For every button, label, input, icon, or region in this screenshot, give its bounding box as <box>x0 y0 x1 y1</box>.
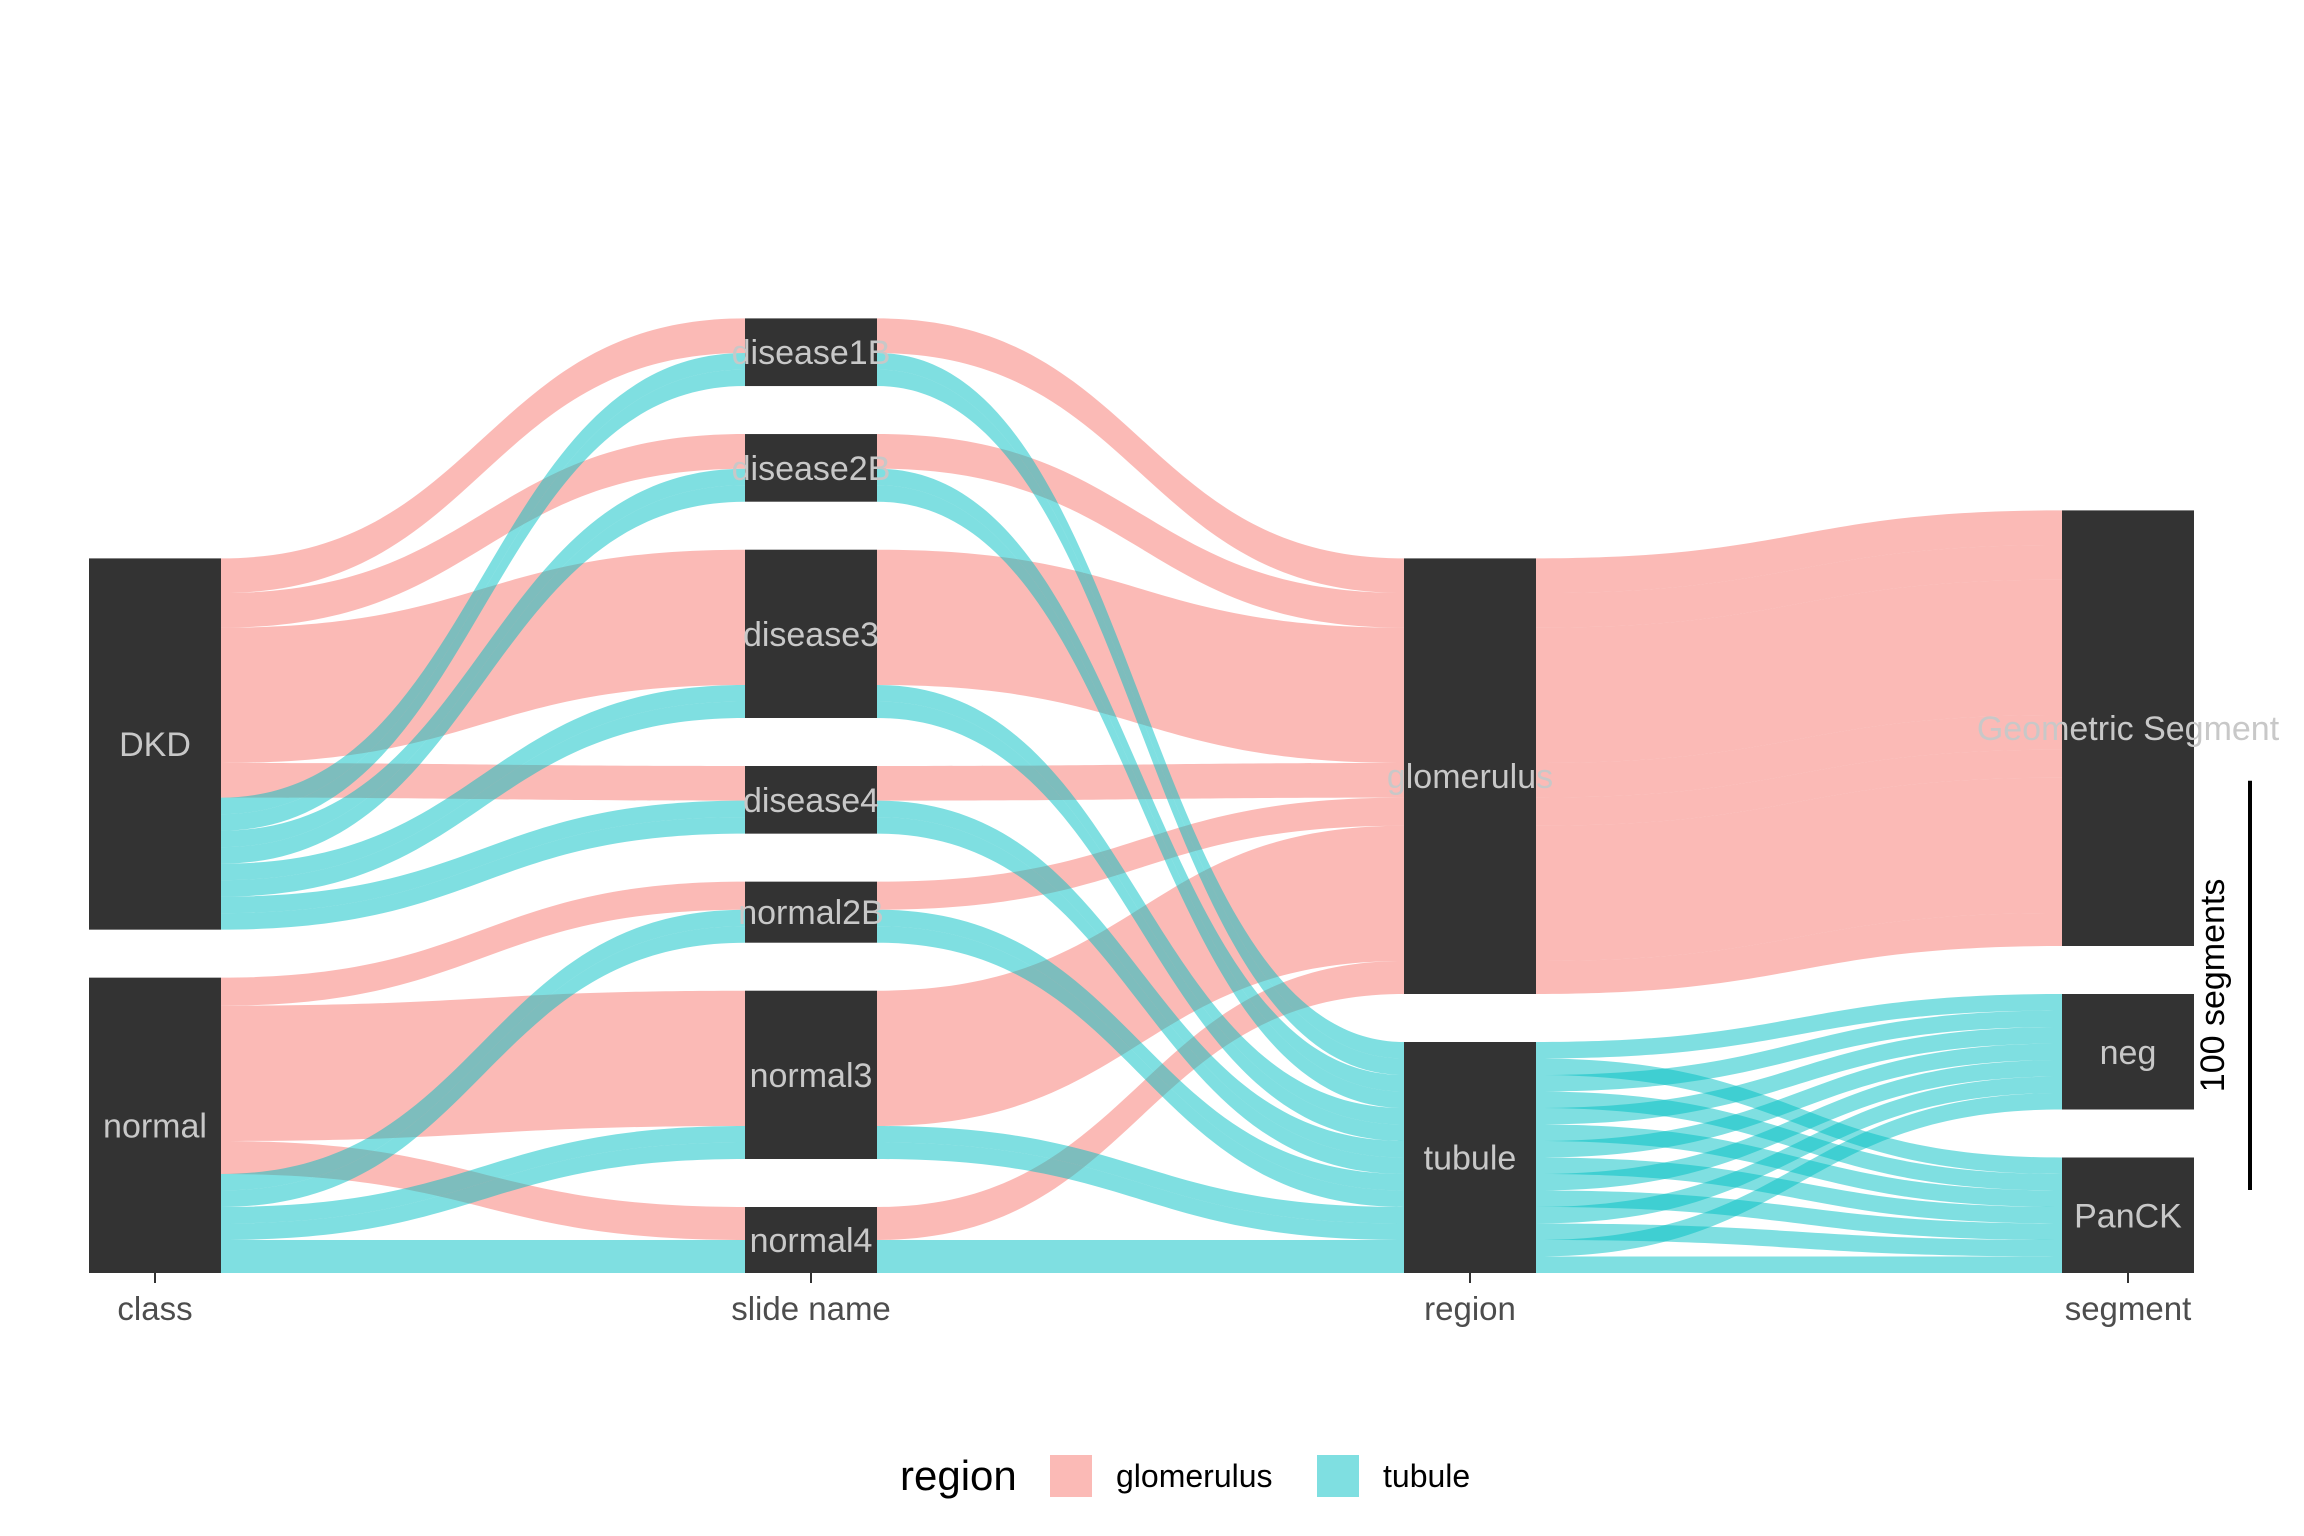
legend-key-tubule <box>1317 1455 1359 1497</box>
flow-disease2b-to-tubule-tubule <box>877 468 1404 1092</box>
stratum-normal4 <box>745 1207 877 1273</box>
flow-normal-to-normal2b-glomerulus <box>221 881 745 1006</box>
flow-glomerulus-to-geometric-segment-glomerulus <box>1536 913 2062 994</box>
flow-normal-to-normal3-tubule <box>221 1126 745 1224</box>
stratum-normal2b <box>745 881 877 943</box>
stratum-label-normal4: normal4 <box>750 1222 873 1260</box>
stratum-disease1b <box>745 318 877 387</box>
x-axis: class slide name region segment <box>117 1273 2191 1327</box>
stratum-dkd <box>89 558 221 930</box>
stratum-disease2b <box>745 434 877 502</box>
flow-normal4-to-glomerulus-glomerulus <box>877 961 1404 1240</box>
stratum-neg <box>2062 994 2194 1110</box>
flow-disease1b-to-tubule-tubule <box>877 353 1404 1059</box>
flow-dkd-to-disease4-tubule <box>221 800 745 914</box>
stratum-panck <box>2062 1157 2194 1273</box>
flow-dkd-to-disease3-tubule <box>221 701 745 897</box>
x-tick-label-class: class <box>117 1290 192 1327</box>
flow-dkd-to-disease4-tubule <box>221 817 745 930</box>
stratum-label-geometric-segment: Geometric Segment <box>1977 710 2280 748</box>
flow-tubule-to-neg-tubule <box>1536 1043 2062 1158</box>
flow-dkd-to-disease1b-tubule <box>221 353 745 815</box>
flow-dkd-to-disease3-tubule <box>221 685 745 881</box>
flow-disease2b-to-tubule-tubule <box>877 485 1404 1108</box>
legend-title: region <box>900 1452 1017 1499</box>
flow-disease3-to-glomerulus-glomerulus <box>877 549 1404 763</box>
flow-normal-to-normal4-tubule <box>221 1240 745 1257</box>
stratum-label-normal: normal <box>103 1107 207 1145</box>
flow-normal2b-to-tubule-tubule <box>877 926 1404 1207</box>
flow-disease3-to-tubule-tubule <box>877 701 1404 1141</box>
flow-dkd-to-disease2b-tubule <box>221 468 745 848</box>
flow-normal4-to-tubule-tubule <box>877 1256 1404 1273</box>
stratum-normal3 <box>745 990 877 1159</box>
flow-tubule-to-panck-tubule <box>1536 1091 2062 1191</box>
flow-glomerulus-to-geometric-segment-glomerulus <box>1536 777 2062 961</box>
stratum-label-normal2b: normal2B <box>738 894 884 932</box>
flow-disease3-to-tubule-tubule <box>877 685 1404 1125</box>
flow-normal3-to-tubule-tubule <box>877 1142 1404 1240</box>
flow-normal-to-normal2b-tubule <box>221 909 745 1191</box>
stratum-label-tubule: tubule <box>1424 1140 1517 1178</box>
stratum-label-dkd: DKD <box>119 726 191 764</box>
scale-bar: 100 segments <box>2194 780 2252 1190</box>
flow-disease2b-to-glomerulus-glomerulus <box>877 434 1404 628</box>
stratum-geometric-segment <box>2062 510 2194 946</box>
stratum-label-disease1b: disease1B <box>732 334 891 372</box>
flow-normal-to-normal2b-tubule <box>221 926 745 1207</box>
stratum-label-panck: PanCK <box>2074 1197 2182 1235</box>
stratum-disease3 <box>745 549 877 718</box>
x-tick-label-slide-name: slide name <box>731 1290 891 1327</box>
flow-tubule-to-panck-tubule <box>1536 1058 2062 1174</box>
legend: region glomerulus tubule <box>900 1452 1470 1499</box>
flow-glomerulus-to-geometric-segment-glomerulus <box>1536 545 2062 628</box>
strata-layer: DKD normal disease1B disease2B disease3 disea… <box>89 318 2280 1273</box>
stratum-label-normal3: normal3 <box>750 1057 873 1095</box>
flow-normal4-to-tubule-tubule <box>877 1240 1404 1257</box>
legend-key-glomerulus <box>1050 1455 1092 1497</box>
stratum-label-glomerulus: glomerulus <box>1387 758 1553 796</box>
legend-label-glomerulus: glomerulus <box>1116 1458 1273 1494</box>
flow-dkd-to-disease2b-tubule <box>221 485 745 864</box>
scale-bar-label: 100 segments <box>2194 879 2232 1093</box>
stratum-label-disease2b: disease2B <box>732 450 891 488</box>
stratum-glomerulus <box>1404 558 1536 994</box>
flow-normal3-to-tubule-tubule <box>877 1126 1404 1224</box>
flow-glomerulus-to-geometric-segment-glomerulus <box>1536 715 2062 798</box>
flow-tubule-to-neg-tubule <box>1536 994 2062 1059</box>
stratum-label-disease3: disease3 <box>743 616 879 654</box>
flow-normal-to-normal4-tubule <box>221 1256 745 1273</box>
x-tick-label-region: region <box>1424 1290 1516 1327</box>
flow-dkd-to-disease2b-glomerulus <box>221 434 745 628</box>
stratum-normal <box>89 977 221 1273</box>
flow-dkd-to-disease1b-glomerulus <box>221 318 745 594</box>
flow-normal2b-to-glomerulus-glomerulus <box>877 797 1404 910</box>
x-tick-label-segment: segment <box>2065 1290 2192 1327</box>
flow-tubule-to-panck-tubule <box>1536 1256 2062 1273</box>
flow-disease1b-to-tubule-tubule <box>877 369 1404 1075</box>
stratum-label-disease4: disease4 <box>743 782 879 820</box>
flow-glomerulus-to-geometric-segment-glomerulus <box>1536 749 2062 826</box>
flow-glomerulus-to-geometric-segment-glomerulus <box>1536 579 2062 763</box>
flow-tubule-to-neg-tubule <box>1536 1076 2062 1224</box>
flow-tubule-to-neg-tubule <box>1536 1027 2062 1125</box>
flow-disease4-to-tubule-tubule <box>877 817 1404 1174</box>
flow-tubule-to-neg-tubule <box>1536 1093 2062 1257</box>
legend-label-tubule: tubule <box>1383 1458 1470 1494</box>
stratum-tubule <box>1404 1042 1536 1273</box>
flow-normal2b-to-tubule-tubule <box>877 909 1404 1191</box>
stratum-label-neg: neg <box>2100 1034 2157 1072</box>
flows-layer <box>221 318 2062 1273</box>
flow-tubule-to-neg-tubule <box>1536 1010 2062 1092</box>
flow-tubule-to-neg-tubule <box>1536 1060 2062 1191</box>
flow-glomerulus-to-geometric-segment-glomerulus <box>1536 510 2062 594</box>
flow-normal-to-normal3-tubule <box>221 1142 745 1240</box>
stratum-disease4 <box>745 766 877 834</box>
flow-disease1b-to-glomerulus-glomerulus <box>877 318 1404 594</box>
flow-disease4-to-tubule-tubule <box>877 800 1404 1158</box>
flow-dkd-to-disease1b-tubule <box>221 369 745 831</box>
